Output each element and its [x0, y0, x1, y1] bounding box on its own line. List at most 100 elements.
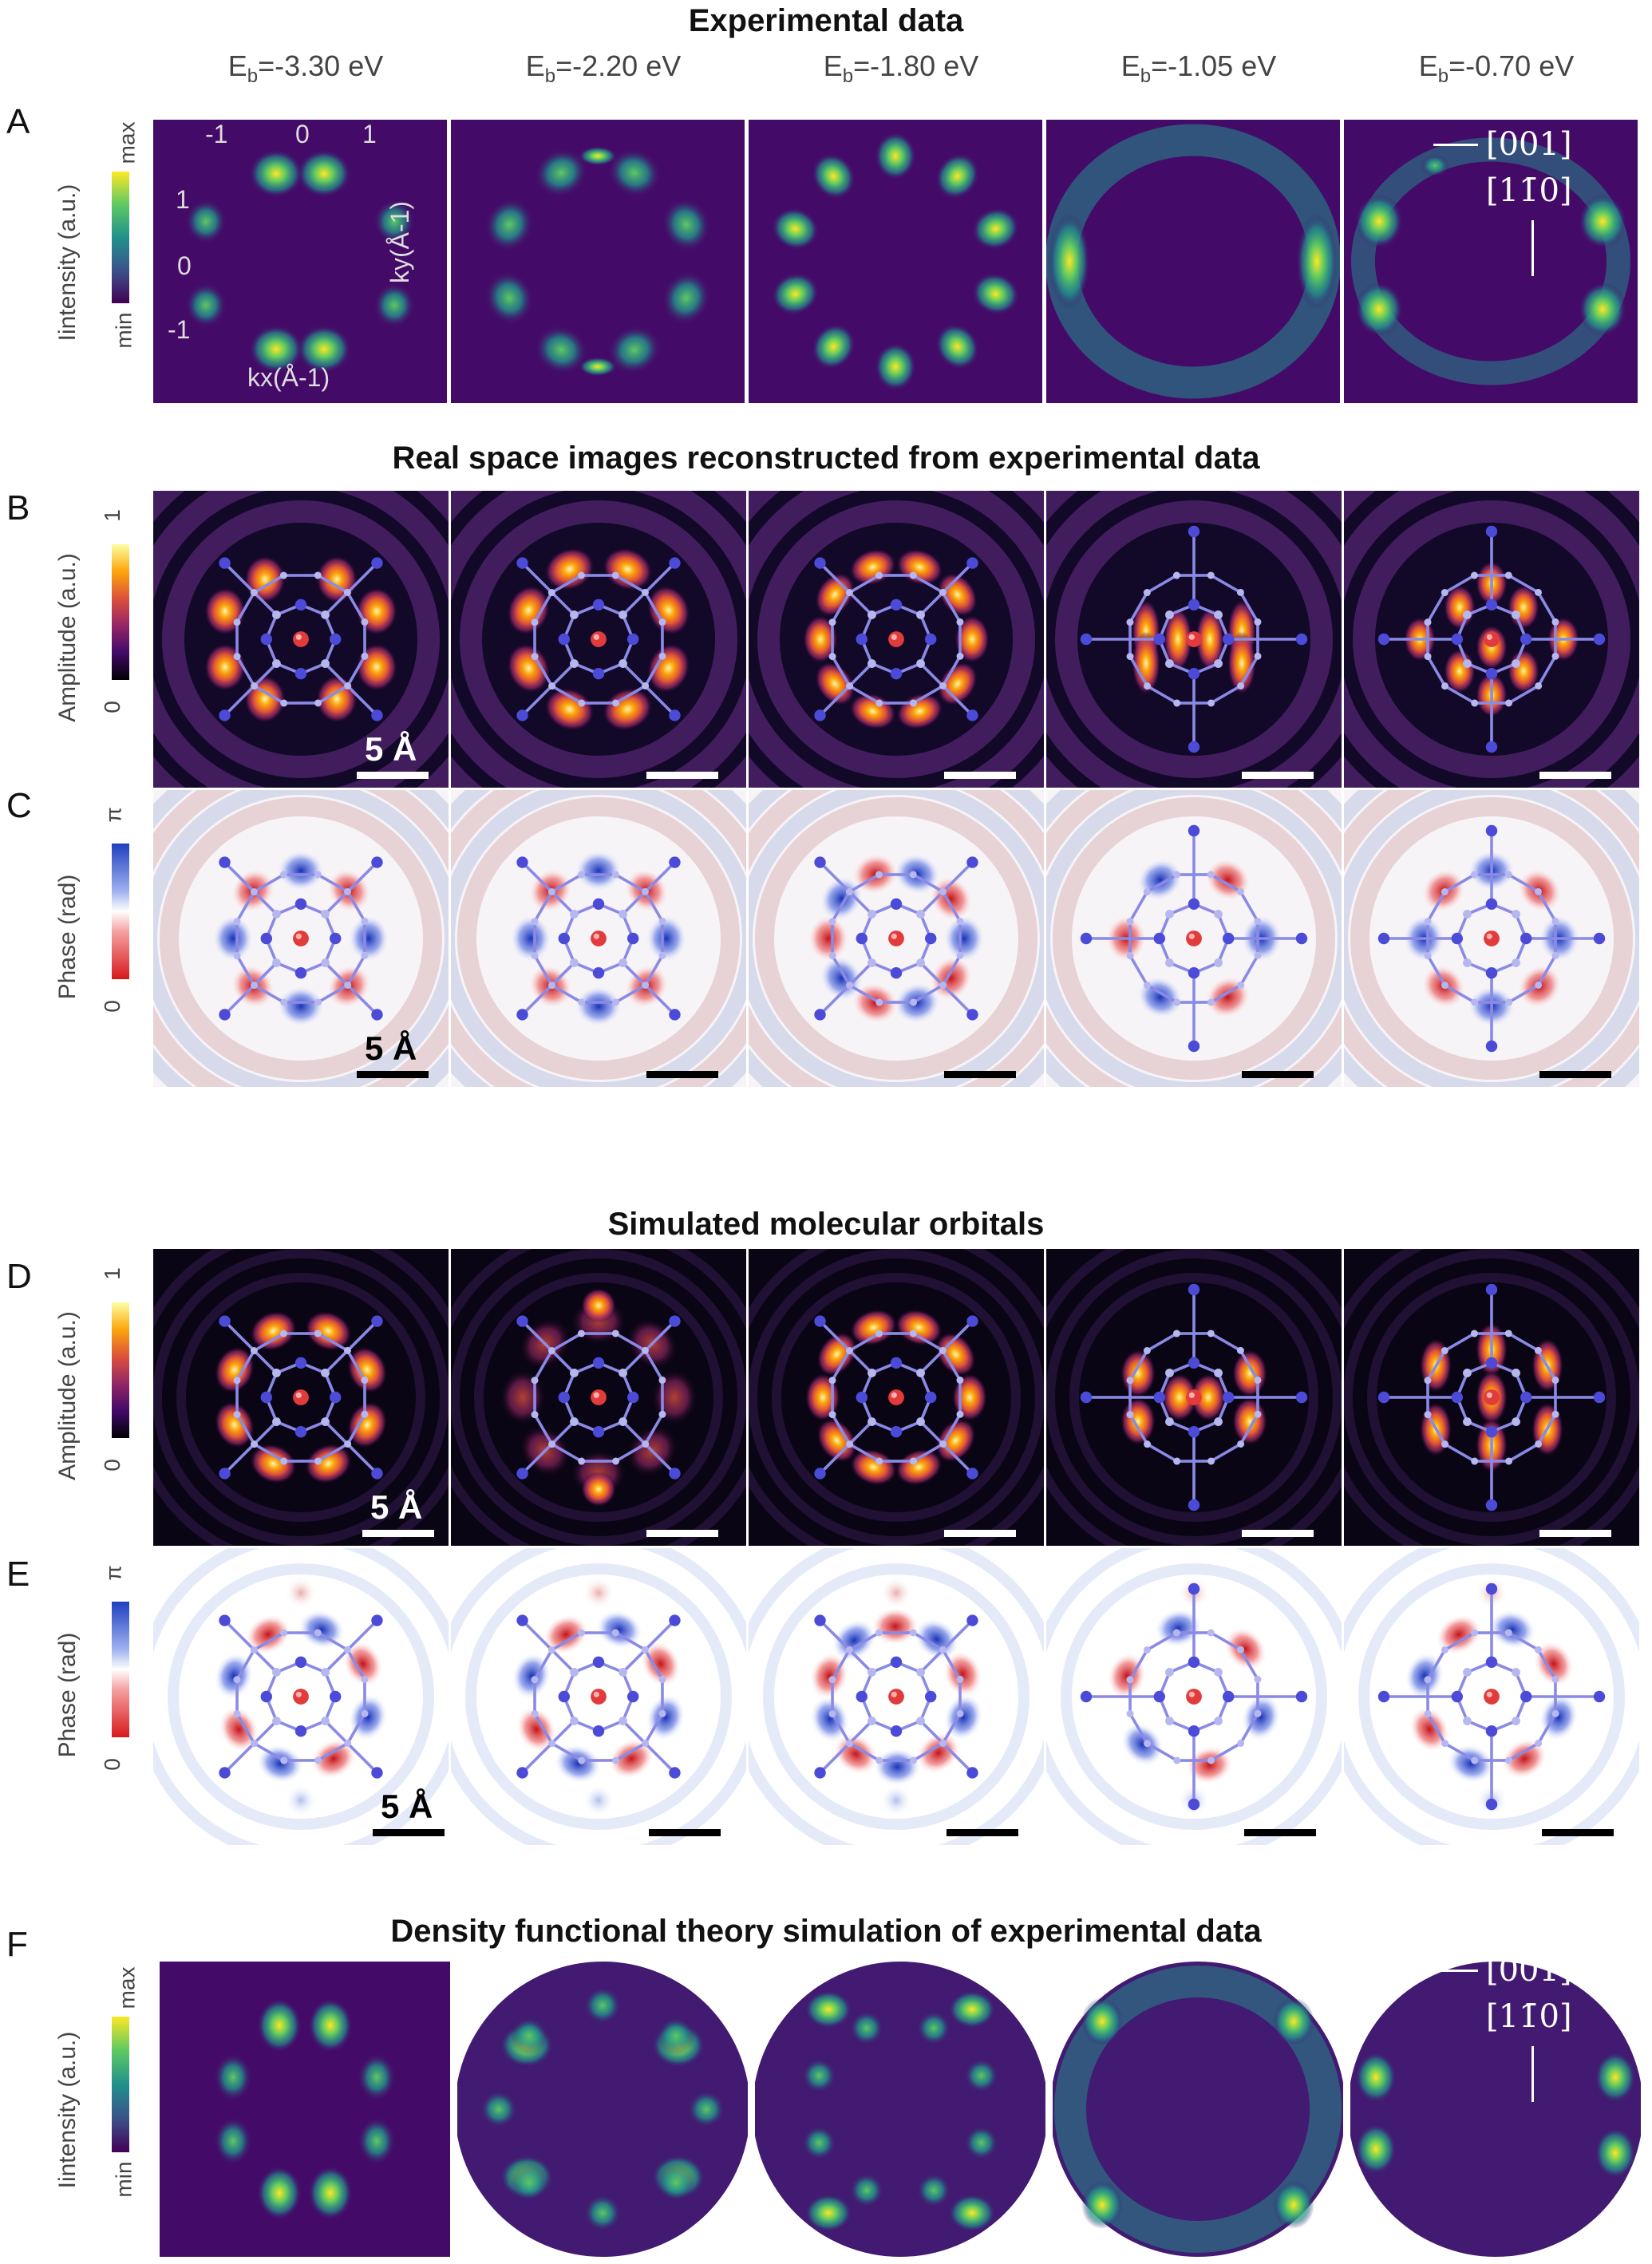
molecule-overlay [1377, 1582, 1606, 1811]
simulated-title: Simulated molecular orbitals [607, 1207, 1045, 1242]
intensity-lobe [214, 1346, 255, 1393]
intensity-lobe [815, 572, 856, 617]
intensity-lobe [185, 199, 227, 244]
intensity-lobe [257, 2166, 302, 2220]
energy-label: Eb=-3.30 eV [227, 49, 384, 88]
intensity-lobe [850, 1309, 897, 1346]
intensity-lobe [1049, 213, 1090, 310]
axis-tick-label: 0 [295, 120, 310, 148]
intensity-lobe [204, 643, 246, 691]
direction-001-label: [001] [1486, 126, 1572, 163]
intensity-lobe [534, 325, 588, 374]
scale-label: 5 Å [381, 1788, 433, 1825]
intensity-lobe [583, 1577, 615, 1609]
reconstructed-amplitude-map [1046, 491, 1342, 788]
simulated-phase-map [749, 1548, 1044, 1845]
intensity-lobe [583, 1986, 622, 2025]
direction-001-label: [001] [1486, 1952, 1572, 1989]
intensity-lobe [801, 2125, 837, 2161]
intensity-lobe [771, 272, 820, 315]
reconstructed-phase-map [451, 790, 746, 1087]
row-letter-d: D [6, 1257, 32, 1296]
intensity-lobe [218, 1706, 259, 1752]
intensity-lobe [581, 1288, 616, 1323]
kx-axis-label: kx(Å-1) [247, 363, 330, 392]
intensity-lobe [1081, 2181, 1123, 2229]
intensity-lobe [880, 1784, 912, 1816]
intensity-lobe [575, 850, 622, 891]
scale-bar [1539, 772, 1611, 779]
molecule-overlay [814, 557, 978, 721]
intensity-lobe [285, 1784, 317, 1816]
simulated-amplitude-map [1344, 1249, 1639, 1546]
molecule-overlay [516, 1315, 681, 1480]
intensity-lobe [801, 2057, 837, 2093]
intensity-lobe [943, 1650, 982, 1698]
intensity-lobe [342, 1641, 384, 1687]
intensity-lobe [185, 283, 227, 328]
intensity-lobe [256, 1744, 304, 1784]
molecule-overlay [1377, 525, 1606, 753]
intensity-lobe [507, 585, 551, 635]
intensity-lobe [1355, 2052, 1397, 2103]
amplitude-d-colorbar-max: 1 [99, 1266, 124, 1280]
intensity-lobe [484, 198, 534, 252]
intensity-a-colorbar [112, 171, 129, 304]
intensity-lobe [1447, 1744, 1495, 1784]
reconstructed-amplitude-map [1344, 491, 1639, 788]
dft-title: Density functional theory simulation of … [390, 1914, 1262, 1949]
scale-bar [944, 772, 1016, 779]
molecule-overlay [516, 557, 681, 721]
intensity-lobe [1241, 1693, 1281, 1741]
intensity-lobe [607, 325, 662, 374]
scale-bar [1242, 1071, 1314, 1078]
intensity-lobe [1227, 631, 1256, 695]
exp-momentum-map [153, 120, 447, 403]
intensity-lobe [277, 850, 325, 891]
reconstructed-phase-map [1344, 790, 1639, 1087]
intensity-lobe [1405, 1652, 1445, 1700]
intensity-lobe [803, 615, 838, 663]
intensity-lobe [348, 1693, 388, 1741]
intensity-lobe [1488, 1610, 1536, 1650]
intensity-lobe [1081, 1997, 1123, 2045]
intensity-lobe [646, 1693, 686, 1741]
reconstructed-phase-map [153, 790, 449, 1087]
intensity-lobe [1232, 1397, 1267, 1445]
axis-tick-label: 1 [176, 185, 190, 214]
intensity-lobe [480, 2090, 518, 2128]
intensity-lobe [500, 1370, 545, 1424]
intensity-lobe [662, 271, 711, 325]
intensity-lobe [308, 2166, 353, 2220]
intensity-lobe [815, 662, 856, 706]
intensity-lobe [937, 662, 978, 706]
dft-momentum-map [457, 1962, 748, 2257]
scale-bar [944, 1071, 1016, 1078]
intensity-a-colorbar-max: max [114, 121, 140, 164]
phase-e-colorbar-max: π [101, 1564, 126, 1581]
molecule-overlay [1377, 824, 1606, 1053]
energy-label: Eb=-0.70 eV [1418, 49, 1575, 88]
row-letter-a: A [6, 102, 30, 141]
intensity-lobe [516, 1706, 557, 1752]
intensity-lobe [347, 1346, 388, 1393]
intensity-lobe [534, 148, 588, 198]
experimental-title: Experimental data [688, 3, 964, 38]
amplitude-b-colorbar-label: Amplitude (a.u.) [54, 553, 81, 722]
intensity-lobe [1355, 2124, 1397, 2175]
intensity-lobe [816, 1418, 857, 1463]
intensity-lobe [1296, 213, 1338, 310]
dft-momentum-map [1053, 1962, 1343, 2257]
intensity-lobe [214, 1401, 255, 1448]
intensity-lobe [277, 986, 325, 1027]
intensity-lobe [214, 2053, 252, 2101]
dft-momentum-map [1350, 1962, 1641, 2257]
intensity-lobe [819, 955, 864, 1002]
intensity-lobe [1120, 1722, 1164, 1767]
intensity-lobe [581, 1472, 616, 1507]
intensity-lobe [895, 1448, 943, 1486]
scale-bar [357, 772, 429, 779]
scale-label: 5 Å [365, 1029, 417, 1067]
simulated-amplitude-map [451, 1249, 746, 1546]
molecule-overlay [219, 856, 383, 1021]
